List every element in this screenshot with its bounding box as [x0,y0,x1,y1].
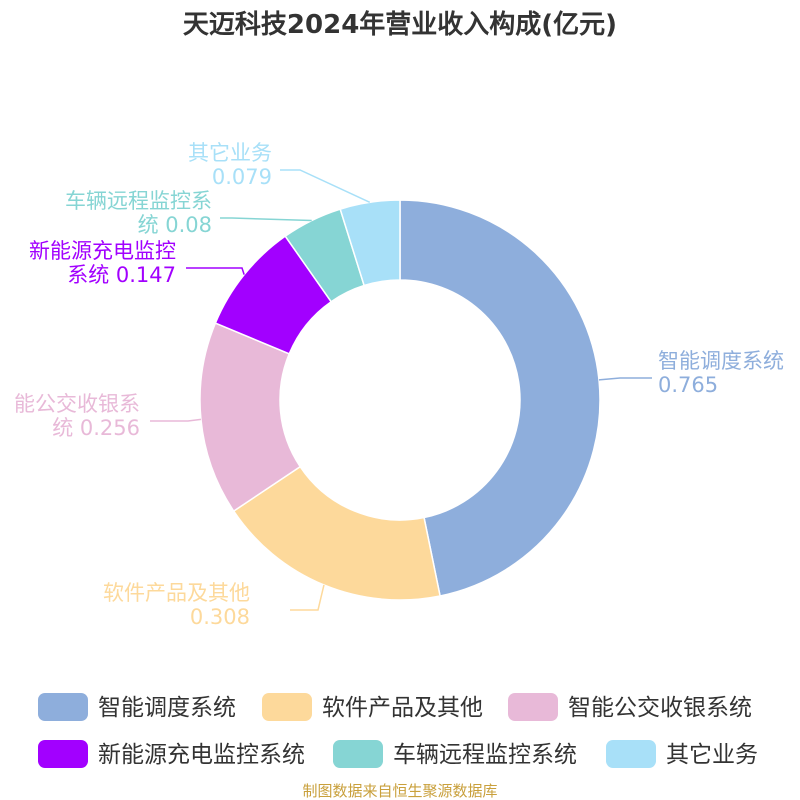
legend-swatch-1 [262,693,312,721]
slice-label-1-line-0: 软件产品及其他 [103,581,250,605]
legend-swatch-4 [333,740,383,768]
slice-label-0-line-1: 0.765 [658,373,718,397]
legend-swatch-3 [38,740,88,768]
slice-label-2-line-1: 统 0.256 [52,416,140,440]
legend-label-3: 新能源充电监控系统 [98,742,305,768]
legend-label-2: 智能公交收银系统 [568,695,752,721]
leader-line-4 [220,217,312,222]
slice-label-3-line-1: 系统 0.147 [67,263,176,287]
slice-label-5-line-0: 其它业务 [188,141,272,165]
label-leaders [150,169,652,611]
legend-item-3: 新能源充电监控系统 [38,740,305,768]
slice-label-4-line-0: 车辆远程监控系 [65,189,212,213]
legend-item-2: 智能公交收银系统 [508,693,752,721]
legend-label-4: 车辆远程监控系统 [393,742,577,768]
slice-label-3-line-0: 新能源充电监控 [29,239,176,263]
pie-slice-0 [399,199,601,597]
legend-item-5: 其它业务 [606,740,758,768]
slice-label-5-line-1: 0.079 [212,165,272,189]
leader-line-0 [598,377,652,381]
pie-slices [199,199,601,601]
chart-title: 天迈科技2024年营业收入构成(亿元) [183,9,617,40]
slice-label-1-line-1: 0.308 [190,605,250,629]
legend-label-1: 软件产品及其他 [322,695,483,721]
legend-label-0: 智能调度系统 [98,695,236,721]
source-note: 制图数据来自恒生聚源数据库 [302,782,497,800]
pie-slice-5 [339,199,401,287]
legend-swatch-0 [38,693,88,721]
legend-item-4: 车辆远程监控系统 [333,740,577,768]
legend-swatch-2 [508,693,558,721]
pie-slice-1 [232,465,441,601]
legend-label-5: 其它业务 [666,742,758,768]
legend-item-0: 智能调度系统 [38,693,236,721]
legend-item-1: 软件产品及其他 [262,693,483,721]
leader-line-5 [280,169,371,203]
slice-label-2-line-0: 能公交收银系 [14,392,140,416]
leader-line-2 [150,418,202,422]
leader-line-3 [186,267,245,275]
slice-label-0-line-0: 智能调度系统 [658,349,784,373]
slice-label-4-line-1: 统 0.08 [138,213,212,237]
leader-line-1 [290,584,325,611]
legend-swatch-5 [606,740,656,768]
